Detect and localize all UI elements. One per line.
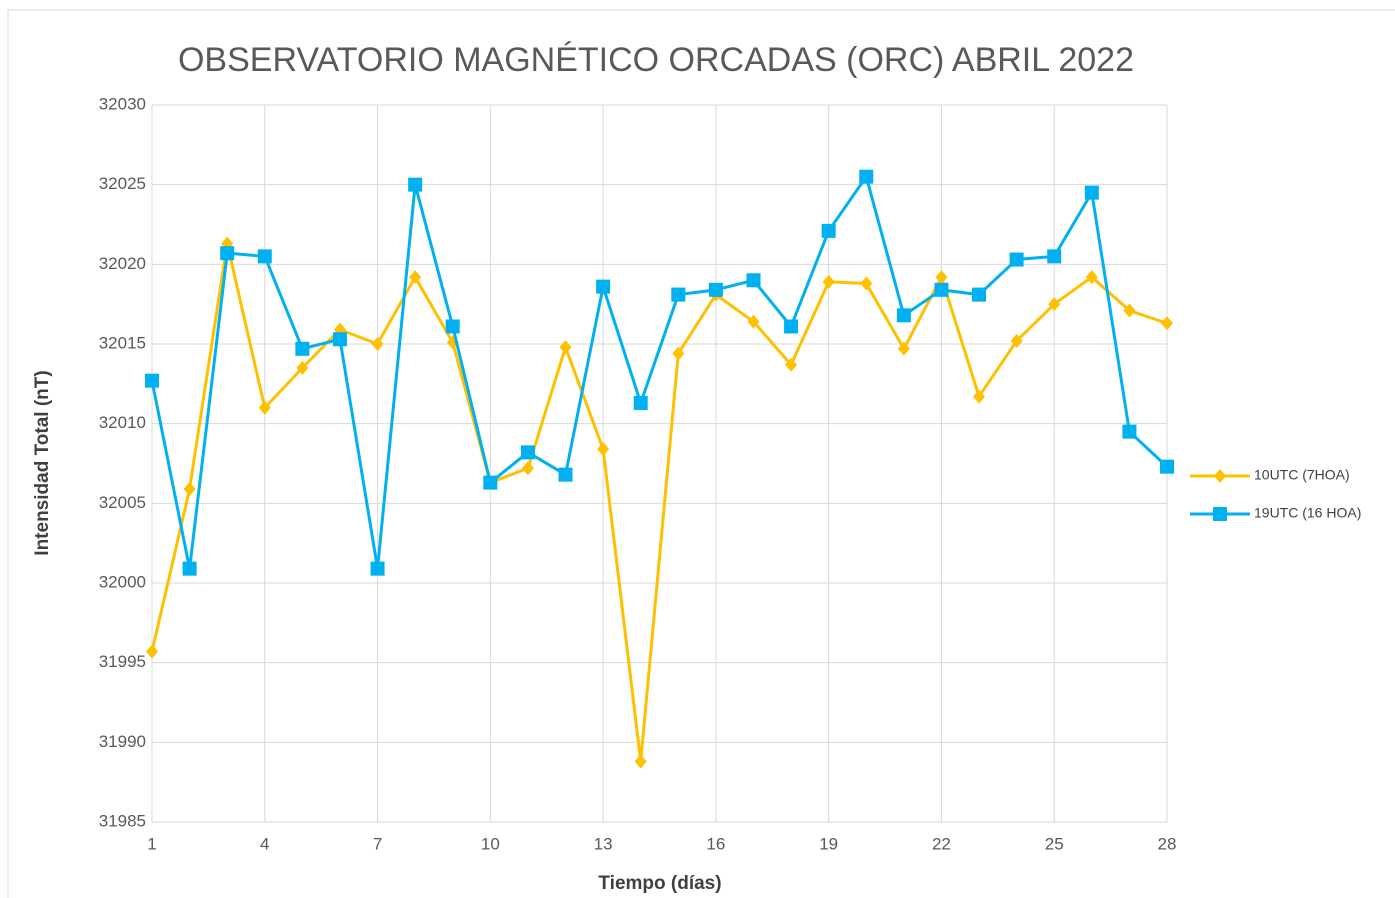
- data-point: [146, 644, 158, 659]
- data-point: [370, 561, 385, 576]
- y-tick-label: 32010: [99, 413, 146, 432]
- x-tick-label: 7: [373, 834, 382, 853]
- y-tick-label: 31995: [99, 652, 146, 671]
- x-tick-label: 28: [1158, 834, 1177, 853]
- data-point: [1047, 249, 1062, 264]
- data-point: [332, 332, 347, 347]
- data-point: [822, 274, 835, 289]
- data-point: [295, 341, 310, 356]
- y-tick-label: 32020: [99, 254, 146, 273]
- data-point: [408, 177, 423, 192]
- data-point: [634, 754, 647, 769]
- data-point: [935, 270, 948, 285]
- data-point: [860, 276, 873, 291]
- y-tick-label: 32025: [99, 174, 146, 193]
- x-tick-label: 19: [819, 834, 838, 853]
- x-tick-label: 4: [260, 834, 269, 853]
- y-axis-title: Intensidad Total (nT): [32, 370, 53, 555]
- data-point: [559, 340, 572, 355]
- data-point: [747, 314, 760, 329]
- data-point: [785, 357, 798, 372]
- data-point: [821, 223, 836, 238]
- legend-label: 19UTC (16 HOA): [1254, 505, 1361, 521]
- data-point: [597, 442, 610, 457]
- data-point: [1123, 303, 1136, 318]
- data-point: [1010, 333, 1023, 348]
- data-point: [859, 169, 874, 184]
- data-point: [1161, 316, 1173, 331]
- data-point: [558, 467, 573, 482]
- x-axis-title: Tiempo (días): [598, 873, 721, 894]
- data-point: [708, 282, 723, 297]
- data-point: [296, 360, 309, 375]
- data-point: [220, 246, 235, 261]
- data-point: [596, 279, 611, 294]
- x-tick-label: 13: [594, 834, 613, 853]
- data-point: [897, 341, 910, 356]
- data-point: [445, 319, 460, 334]
- series-line: [150, 175, 1169, 571]
- data-point: [258, 400, 271, 415]
- x-tick-label: 25: [1045, 834, 1064, 853]
- data-point: [183, 481, 196, 496]
- data-point: [1160, 459, 1174, 474]
- x-tick-label: 1: [147, 834, 156, 853]
- data-point: [784, 319, 799, 334]
- data-point: [934, 282, 949, 297]
- y-tick-label: 31985: [99, 811, 146, 830]
- data-point: [182, 561, 197, 576]
- data-point: [257, 249, 272, 264]
- data-point: [1084, 185, 1099, 200]
- data-point: [1009, 252, 1024, 267]
- y-tick-label: 32015: [99, 333, 146, 352]
- data-point: [972, 287, 987, 302]
- chart-title: OBSERVATORIO MAGNÉTICO ORCADAS (ORC) ABR…: [178, 41, 1134, 79]
- data-point: [1085, 270, 1098, 285]
- data-point: [145, 373, 159, 388]
- legend-swatch-marker: [1214, 469, 1226, 483]
- y-tick-label: 32005: [99, 493, 146, 512]
- data-point: [896, 308, 911, 323]
- y-tick-label: 32030: [99, 94, 146, 113]
- series-line: [150, 242, 1168, 763]
- data-point: [633, 395, 648, 410]
- chart-frame: [7, 9, 1395, 898]
- data-point: [521, 461, 534, 476]
- data-point: [1048, 297, 1061, 312]
- data-point: [483, 475, 498, 490]
- x-tick-label: 22: [932, 834, 951, 853]
- data-point: [1122, 424, 1137, 439]
- data-point: [973, 389, 986, 404]
- y-tick-label: 31990: [99, 732, 146, 751]
- data-point: [672, 346, 685, 361]
- x-tick-label: 10: [481, 834, 500, 853]
- x-tick-label: 16: [706, 834, 725, 853]
- data-point: [746, 273, 761, 288]
- data-point: [520, 445, 535, 460]
- legend-swatch-marker: [1213, 507, 1227, 521]
- data-point: [409, 270, 422, 285]
- y-tick-label: 32000: [99, 572, 146, 591]
- data-point: [671, 287, 686, 302]
- legend-label: 10UTC (7HOA): [1254, 467, 1350, 483]
- data-point: [371, 337, 384, 351]
